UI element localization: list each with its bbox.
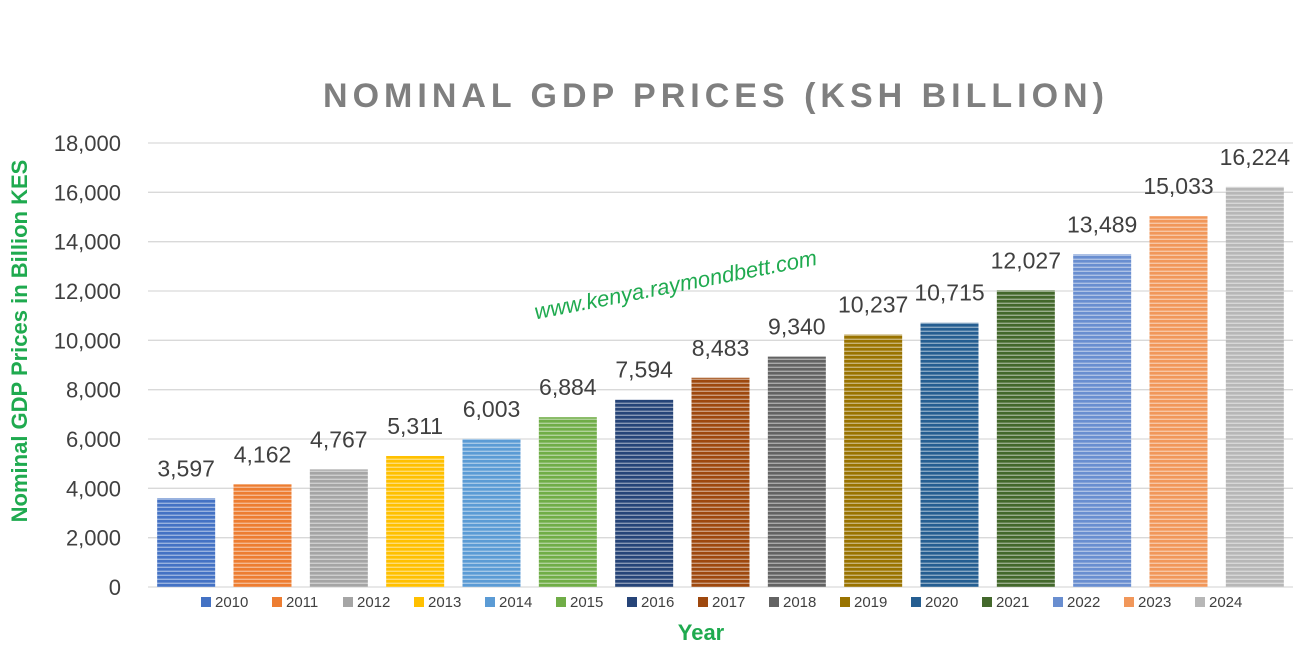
legend-label: 2019 [854, 594, 887, 611]
data-label-2010: 3,597 [157, 455, 215, 481]
legend-item-2021: 2021 [982, 594, 1029, 611]
data-label-2021: 12,027 [991, 247, 1061, 273]
bar-2014 [462, 438, 521, 587]
bar-2016 [615, 399, 674, 587]
legend-item-2019: 2019 [840, 594, 887, 611]
legend-swatch [1195, 597, 1205, 607]
legend-item-2015: 2015 [556, 594, 603, 611]
bar-2020 [920, 322, 979, 587]
legend-label: 2020 [925, 594, 958, 611]
legend-item-2014: 2014 [485, 594, 532, 611]
y-tick-label: 2,000 [66, 526, 121, 551]
bar-2024 [1225, 186, 1284, 588]
chart-title: NOMINAL GDP PRICES (KSH BILLION) [323, 77, 1109, 115]
bar-2010 [157, 498, 216, 587]
legend-label: 2011 [286, 594, 318, 611]
legend-label: 2021 [996, 594, 1029, 611]
legend-item-2013: 2013 [414, 594, 461, 611]
data-label-2013: 5,311 [387, 413, 443, 439]
legend-item-2012: 2012 [343, 594, 390, 611]
data-label-2018: 9,340 [768, 314, 826, 340]
data-label-2012: 4,767 [310, 426, 368, 452]
y-tick-label: 18,000 [54, 131, 121, 156]
legend-item-2018: 2018 [769, 594, 816, 611]
legend-item-2022: 2022 [1053, 594, 1100, 611]
y-tick-label: 8,000 [66, 378, 121, 403]
data-label-2020: 10,715 [914, 280, 984, 306]
legend-swatch [627, 597, 637, 607]
y-tick-label: 16,000 [54, 180, 121, 205]
legend-item-2023: 2023 [1124, 594, 1171, 611]
data-label-2014: 6,003 [463, 396, 521, 422]
bar-2012 [309, 469, 368, 587]
legend-label: 2015 [570, 594, 603, 611]
legend-swatch [201, 597, 211, 607]
bar-2015 [538, 417, 597, 587]
legend-swatch [840, 597, 850, 607]
bar-2021 [996, 290, 1055, 587]
legend-swatch [485, 597, 495, 607]
bar-2018 [767, 356, 826, 587]
legend-swatch [1124, 597, 1134, 607]
data-label-2015: 6,884 [539, 374, 597, 400]
data-label-2024: 16,224 [1220, 144, 1291, 170]
legend-swatch [769, 597, 779, 607]
y-tick-label: 4,000 [66, 476, 121, 501]
legend-label: 2017 [712, 594, 745, 611]
data-label-2023: 15,033 [1143, 173, 1213, 199]
legend-label: 2018 [783, 594, 816, 611]
data-label-2019: 10,237 [838, 291, 908, 317]
legend-label: 2016 [641, 594, 674, 611]
y-tick-label: 0 [109, 575, 121, 600]
legend-swatch [556, 597, 566, 607]
legend-label: 2022 [1067, 594, 1100, 611]
legend-label: 2023 [1138, 594, 1171, 611]
legend-item-2011: 2011 [272, 594, 318, 611]
bar-2011 [233, 484, 292, 587]
x-axis-title: Year [678, 620, 725, 645]
legend-label: 2024 [1209, 594, 1242, 611]
bar-2013 [386, 455, 445, 587]
bar-2017 [691, 377, 750, 587]
legend-swatch [911, 597, 921, 607]
legend-swatch [982, 597, 992, 607]
data-label-2011: 4,162 [234, 441, 292, 467]
legend-label: 2012 [357, 594, 390, 611]
legend: 2010 2011 2012 2013 2014 2015 2016 2017 2018 2019… [201, 594, 1242, 611]
legend-swatch [698, 597, 708, 607]
legend-swatch [414, 597, 424, 607]
legend-label: 2013 [428, 594, 461, 611]
y-axis-title: Nominal GDP Prices in Billion KES [7, 160, 32, 523]
y-axis-ticks: 0 2,000 4,000 6,000 8,000 10,000 12,000 14,000 1… [54, 131, 121, 600]
bar-2022 [1073, 254, 1132, 587]
data-label-2016: 7,594 [615, 357, 673, 383]
bar-2023 [1149, 216, 1208, 587]
bar-2019 [844, 334, 903, 587]
legend-label: 2010 [215, 594, 248, 611]
legend-item-2016: 2016 [627, 594, 674, 611]
legend-item-2020: 2020 [911, 594, 958, 611]
legend-swatch [1053, 597, 1063, 607]
legend-swatch [272, 597, 282, 607]
legend-item-2017: 2017 [698, 594, 745, 611]
legend-item-2024: 2024 [1195, 594, 1242, 611]
data-label-2022: 13,489 [1067, 211, 1137, 237]
y-tick-label: 12,000 [54, 279, 121, 304]
y-tick-label: 6,000 [66, 427, 121, 452]
y-tick-label: 10,000 [54, 328, 121, 353]
legend-item-2010: 2010 [201, 594, 248, 611]
watermark: www.kenya.raymondbett.com [532, 245, 819, 324]
bars [157, 186, 1284, 588]
data-labels: 3,597 4,162 4,767 5,311 6,003 6,884 7,594 8,483… [157, 144, 1290, 481]
legend-label: 2014 [499, 594, 532, 611]
y-tick-label: 14,000 [54, 230, 121, 255]
legend-swatch [343, 597, 353, 607]
data-label-2017: 8,483 [692, 335, 750, 361]
